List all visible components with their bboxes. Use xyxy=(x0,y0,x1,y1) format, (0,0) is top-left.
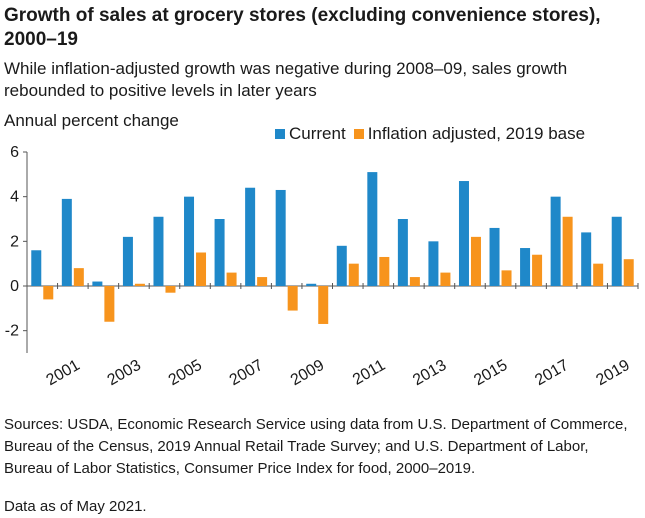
legend-item-inflation: Inflation adjusted, 2019 base xyxy=(353,124,586,144)
bar-current xyxy=(397,219,408,286)
x-tick-label: 2009 xyxy=(288,357,327,390)
y-tick-label: 6 xyxy=(10,144,19,161)
x-tick-label: 2019 xyxy=(593,357,632,390)
legend-label-inflation: Inflation adjusted, 2019 base xyxy=(367,124,586,143)
bar-inflation-adjusted xyxy=(43,286,54,300)
bar-inflation-adjusted xyxy=(501,270,512,286)
bar-inflation-adjusted xyxy=(562,216,573,286)
bar-inflation-adjusted xyxy=(348,263,359,286)
x-tick-label: 2011 xyxy=(350,357,388,389)
legend-item-current: Current xyxy=(275,124,346,144)
x-tick-label: 2007 xyxy=(227,357,266,390)
bar-chart: 6 4 2 0 -2 2001 2003 2005 2007 2009 2011 2013 2015 20… xyxy=(5,144,639,390)
bar-inflation-adjusted xyxy=(196,252,207,286)
bar-inflation-adjusted xyxy=(165,286,176,293)
bar-current xyxy=(275,189,286,286)
bar-current xyxy=(367,172,378,286)
bar-inflation-adjusted xyxy=(593,263,604,286)
chart-subtitle: While inflation-adjusted growth was nega… xyxy=(4,59,568,100)
legend-swatch-inflation xyxy=(353,129,364,139)
bar-current xyxy=(520,248,531,286)
bar-current xyxy=(153,216,164,286)
bar-current xyxy=(581,232,592,286)
bar-inflation-adjusted xyxy=(287,286,298,311)
bar-current xyxy=(458,181,469,286)
y-tick-label: -2 xyxy=(5,323,19,340)
bar-inflation-adjusted xyxy=(379,256,390,286)
bar-current xyxy=(31,250,42,286)
bar-inflation-adjusted xyxy=(134,283,145,286)
x-tick-label: 2003 xyxy=(105,357,144,390)
bar-current xyxy=(611,216,622,286)
x-tick-label: 2005 xyxy=(166,357,205,390)
bar-current xyxy=(336,245,347,286)
y-tick-label: 4 xyxy=(10,189,19,206)
bar-current xyxy=(92,281,103,286)
bar-current xyxy=(184,196,195,286)
bar-inflation-adjusted xyxy=(532,254,543,286)
legend-label-current: Current xyxy=(289,124,346,143)
bar-current xyxy=(245,187,256,286)
bar-current xyxy=(61,198,72,286)
x-tick-label: 2001 xyxy=(43,357,82,390)
bar-inflation-adjusted xyxy=(470,236,481,286)
source-note: Sources: USDA, Economic Research Service… xyxy=(4,416,628,477)
bar-current xyxy=(122,236,133,286)
bar-current xyxy=(214,219,225,286)
bar-inflation-adjusted xyxy=(257,277,268,286)
legend: Current Inflation adjusted, 2019 base xyxy=(275,124,593,144)
y-axis-label: Annual percent change xyxy=(4,111,179,130)
data-as-of-note: Data as of May 2021. xyxy=(4,498,147,515)
x-tick-label: 2017 xyxy=(532,357,571,390)
bar-inflation-adjusted xyxy=(226,272,237,286)
bar-inflation-adjusted xyxy=(104,286,115,322)
x-tick-label: 2015 xyxy=(471,357,510,390)
y-tick-label: 0 xyxy=(10,278,19,295)
bar-inflation-adjusted xyxy=(73,268,84,286)
bar-current xyxy=(550,196,561,286)
bar-inflation-adjusted xyxy=(318,286,329,324)
chart-title: Growth of sales at grocery stores (exclu… xyxy=(4,5,601,50)
legend-swatch-current xyxy=(275,129,285,139)
bar-inflation-adjusted xyxy=(409,277,420,286)
bar-inflation-adjusted xyxy=(623,259,634,286)
y-tick-label: 2 xyxy=(10,233,19,250)
bar-current xyxy=(428,241,439,286)
x-tick-label: 2013 xyxy=(410,357,449,390)
bar-current xyxy=(489,227,500,286)
bar-current xyxy=(306,283,317,286)
bar-inflation-adjusted xyxy=(440,272,451,286)
